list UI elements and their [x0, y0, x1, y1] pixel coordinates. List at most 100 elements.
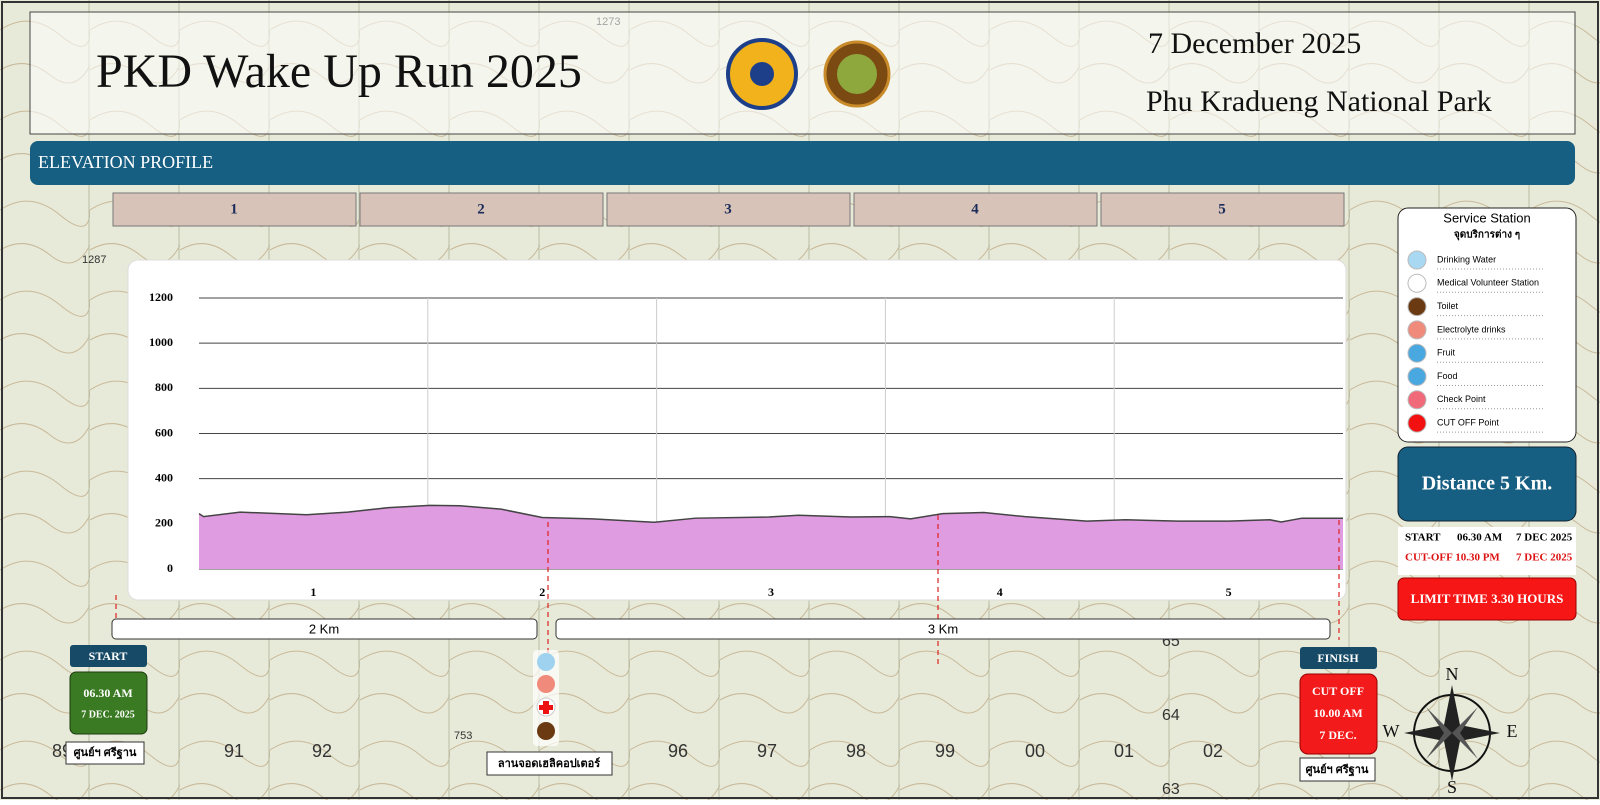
- x-tick-label: 1: [310, 585, 316, 599]
- legend-icon: [1407, 413, 1427, 433]
- park-logo: [823, 40, 891, 108]
- schedule-start-date: 7 DEC 2025: [1516, 532, 1573, 544]
- compass-label: N: [1446, 664, 1459, 684]
- km-cell: [112, 192, 357, 227]
- schedule-box: [1398, 527, 1576, 575]
- limit-box: [1397, 577, 1577, 621]
- schedule-start-time: 06.30 AM: [1457, 532, 1503, 544]
- legend-label: Medical Volunteer Station: [1437, 278, 1539, 288]
- start-date: 7 DEC. 2025: [81, 709, 135, 720]
- event-location: Phu Kradueng National Park: [1146, 85, 1492, 118]
- y-tick-label: 1000: [149, 335, 173, 349]
- legend-box: [1397, 207, 1577, 443]
- schedule-start: START: [1405, 532, 1441, 544]
- y-tick-label: 600: [155, 425, 173, 439]
- y-tick-label: 200: [155, 516, 173, 530]
- map-label: 91: [224, 741, 244, 761]
- legend-label: Check Point: [1437, 394, 1486, 404]
- finish-line: 10.00 AM: [1313, 706, 1362, 720]
- compass-label: W: [1383, 721, 1400, 741]
- map-label: 97: [757, 741, 777, 761]
- section-bar: [30, 141, 1575, 185]
- rotary-logo: [726, 38, 798, 110]
- aid-icons: [533, 650, 559, 746]
- map-label: 99: [935, 741, 955, 761]
- legend-icon: [1407, 297, 1427, 317]
- legend-subtitle: จุดบริการต่าง ๆ: [1454, 229, 1520, 241]
- segment-box: [555, 618, 1331, 640]
- finish-header: [1300, 647, 1377, 669]
- x-tick-label: 3: [768, 585, 774, 599]
- map-label: 98: [846, 741, 866, 761]
- section-title: ELEVATION PROFILE: [38, 152, 213, 172]
- legend-label: Fruit: [1437, 348, 1455, 358]
- finish-card: [1299, 673, 1378, 755]
- legend-label: Drinking Water: [1437, 254, 1496, 264]
- km-headers: 1 2 3 4 5: [112, 192, 1345, 227]
- y-tick-label: 1200: [149, 290, 173, 304]
- event-date: 7 December 2025: [1148, 27, 1361, 60]
- legend-items: Drinking Water Medical Volunteer Station T…: [1407, 250, 1545, 433]
- area-fill: [199, 505, 1343, 569]
- x-tick-label: 2: [539, 585, 545, 599]
- schedule-cutoff-date: 7 DEC 2025: [1516, 552, 1573, 564]
- legend-icon: [1407, 390, 1427, 410]
- segment-label: 3 Km: [928, 621, 958, 636]
- aid-station: ลานจอดเฮลิคอปเตอร์: [498, 757, 600, 770]
- map-label: 63: [1162, 781, 1180, 798]
- compass-label: E: [1507, 721, 1518, 741]
- start-place: ศูนย์ฯ ศรีฐาน: [74, 746, 137, 760]
- start-label: START: [89, 649, 128, 663]
- start-header: [70, 645, 147, 667]
- legend-title: Service Station: [1443, 210, 1530, 225]
- compass-label: S: [1447, 777, 1457, 797]
- finish-place: ศูนย์ฯ ศรีฐาน: [1306, 763, 1369, 777]
- x-tick-label: 5: [1226, 585, 1232, 599]
- legend-label: Electrolyte drinks: [1437, 324, 1506, 334]
- legend-icon: [1407, 367, 1427, 386]
- map-label: 01: [1114, 741, 1134, 761]
- map-label: 00: [1025, 741, 1045, 761]
- km-header: 5: [1218, 201, 1226, 217]
- finish-label: FINISH: [1317, 651, 1359, 665]
- y-tick-label: 800: [155, 380, 173, 394]
- x-tick-label: 4: [997, 585, 1003, 599]
- start-card: [69, 671, 148, 735]
- compass: [1404, 685, 1500, 781]
- start-place-box: [65, 741, 145, 765]
- finish-place-box: [1299, 757, 1376, 782]
- km-header: 1: [230, 201, 238, 217]
- map-label: 02: [1203, 741, 1223, 761]
- km-cell: [606, 192, 851, 227]
- legend-icon: [1407, 273, 1427, 293]
- y-tick-label: 0: [167, 561, 173, 575]
- km-cell: [853, 192, 1098, 227]
- map-label: 64: [1162, 707, 1180, 724]
- start-time: 06.30 AM: [83, 686, 132, 700]
- distance-box: [1397, 446, 1577, 522]
- elevation-chart: 0 200 400 600 800 1000 1200 1 2 3 4 5: [149, 290, 1343, 599]
- legend-label: CUT OFF Point: [1437, 417, 1499, 427]
- schedule-cutoff: CUT-OFF 10.30 PM: [1405, 552, 1500, 564]
- km-cell: [1100, 192, 1345, 227]
- header-box: [29, 11, 1576, 135]
- y-tick-label: 400: [155, 470, 173, 484]
- finish-line: CUT OFF: [1312, 684, 1364, 698]
- legend-label: Toilet: [1437, 301, 1459, 311]
- finish-line: 7 DEC.: [1319, 728, 1356, 742]
- km-header: 3: [724, 201, 732, 217]
- aid-box: [486, 751, 613, 776]
- distance: Distance 5 Km.: [1422, 473, 1553, 495]
- km-header: 4: [971, 201, 979, 217]
- map-label: 1287: [82, 254, 106, 266]
- km-header: 2: [477, 201, 485, 217]
- map-label: 92: [312, 741, 332, 761]
- map-label: 753: [454, 730, 472, 742]
- limit-time: LIMIT TIME 3.30 HOURS: [1411, 591, 1564, 606]
- legend-icon: [1407, 250, 1427, 270]
- map-label: 96: [668, 741, 688, 761]
- segment-box: [111, 618, 538, 640]
- legend-label: Food: [1437, 371, 1458, 381]
